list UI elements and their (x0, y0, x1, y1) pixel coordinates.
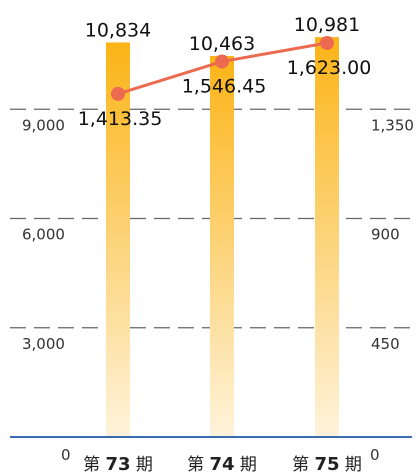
left-zero-label: 0 (61, 446, 71, 464)
bar (210, 55, 234, 438)
left-tick-label: 6,000 (22, 226, 65, 244)
line-point (111, 86, 125, 101)
bars (106, 37, 339, 438)
data-labels: 10,834 10,463 10,981 1,413.35 1,546.45 1,623.… (78, 14, 372, 130)
right-zero-label: 0 (370, 446, 380, 464)
right-tick-label: 1,350 (371, 116, 414, 134)
line-point (320, 35, 334, 50)
category-label: 第 73 期 (83, 454, 153, 473)
bar (106, 42, 130, 438)
bar-value-label: 10,834 (85, 19, 151, 41)
line-value-label: 1,623.00 (287, 57, 372, 79)
left-tick-label: 9,000 (22, 116, 65, 134)
right-tick-label: 900 (371, 226, 400, 244)
category-label: 第 74 期 (187, 454, 257, 473)
line-value-label: 1,413.35 (78, 108, 163, 130)
axes: 3,000 6,000 9,000 450 900 1,350 0 0 第 73 期 第 74 期… (10, 116, 414, 473)
bar (315, 37, 339, 437)
line-series (111, 35, 334, 101)
category-label: 第 75 期 (292, 454, 362, 473)
line-point (215, 54, 229, 69)
left-tick-label: 3,000 (22, 335, 65, 353)
right-tick-label: 450 (371, 335, 400, 353)
bar-value-label: 10,463 (189, 33, 255, 55)
line-value-label: 1,546.45 (182, 76, 267, 98)
bar-value-label: 10,981 (294, 14, 360, 36)
